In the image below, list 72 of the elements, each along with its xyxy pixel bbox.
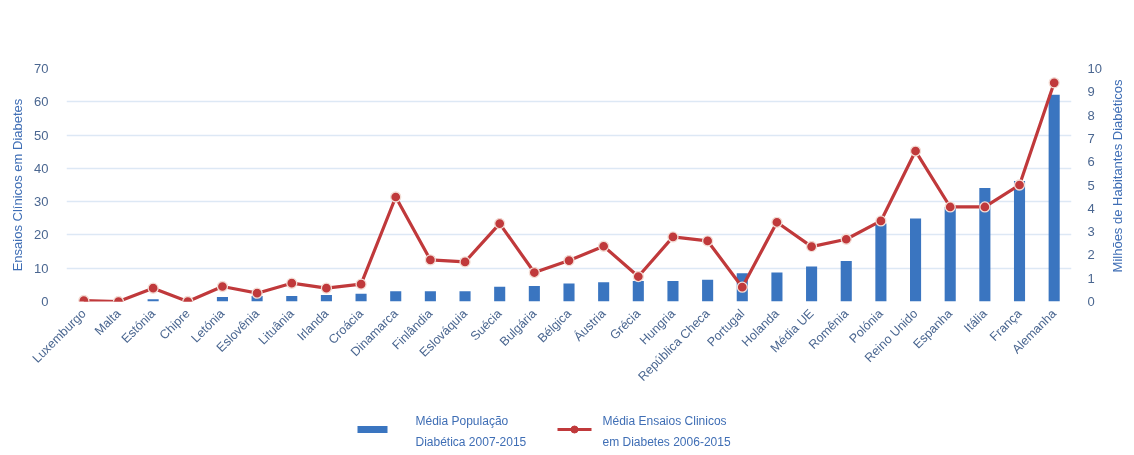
x-tick-label: Itália <box>961 306 990 336</box>
bar <box>1013 181 1026 302</box>
point <box>1048 77 1060 89</box>
bar <box>494 286 506 302</box>
bar <box>216 297 228 302</box>
y-tick-label: 60 <box>34 94 49 110</box>
point <box>1013 179 1026 191</box>
point <box>216 280 229 293</box>
point <box>286 277 298 289</box>
bar <box>598 282 610 302</box>
y2-tick-label: 9 <box>1087 84 1095 100</box>
y-tick-label: 30 <box>34 194 49 210</box>
bar <box>910 218 922 302</box>
bar <box>1048 94 1060 302</box>
bar <box>840 260 852 302</box>
y-tick-label: 40 <box>34 160 49 176</box>
point <box>147 282 159 294</box>
point <box>667 231 679 243</box>
point <box>771 216 783 228</box>
point <box>909 145 922 157</box>
bar <box>806 266 818 302</box>
y2-tick-label: 4 <box>1087 200 1095 216</box>
y-tick-label: 0 <box>41 294 49 309</box>
bar <box>355 293 367 302</box>
point <box>424 254 437 266</box>
y-tick-label: 50 <box>34 127 49 143</box>
point <box>251 287 263 299</box>
point <box>875 215 887 227</box>
point <box>459 256 471 268</box>
y2-tick-label: 0 <box>1087 294 1095 309</box>
bar <box>320 294 332 302</box>
point <box>390 191 402 203</box>
bar <box>459 291 471 302</box>
y-tick-label: 20 <box>34 227 49 243</box>
bar <box>979 188 991 302</box>
point <box>320 282 333 294</box>
point <box>736 281 748 293</box>
point <box>355 278 367 290</box>
y2-tick-label: 1 <box>1087 270 1095 286</box>
point <box>979 201 991 213</box>
legend-label: Média Ensaios Clinicos em Diabetes 2006-2015 <box>602 414 731 449</box>
y2-tick-label: 2 <box>1087 247 1095 263</box>
point <box>805 240 818 253</box>
point <box>701 235 714 247</box>
point <box>598 240 610 252</box>
bar <box>702 279 714 302</box>
legend-label: Média População Diabética 2007-2015 <box>415 414 527 449</box>
point <box>840 233 852 245</box>
y2-tick-label: 8 <box>1087 107 1095 123</box>
bar <box>875 223 887 302</box>
point <box>494 217 506 230</box>
y2-tick-label: 6 <box>1087 154 1095 170</box>
bar <box>528 286 540 302</box>
y2-tick-label: 7 <box>1087 130 1095 146</box>
y2-tick-label: 5 <box>1087 177 1095 193</box>
point <box>563 254 575 267</box>
y2-axis-title: Milhões de Habitantes Diabéticos <box>1109 79 1125 273</box>
bar <box>771 272 783 302</box>
y-axis-title: Ensaios Clínicos em Diabetes <box>10 98 26 272</box>
point <box>528 266 540 279</box>
bar <box>390 291 402 302</box>
y-tick-label: 10 <box>34 260 49 276</box>
point <box>632 270 644 283</box>
bar <box>667 281 679 302</box>
y2-tick-label: 10 <box>1087 61 1102 76</box>
y-tick-label: 70 <box>34 61 49 76</box>
bar <box>424 291 436 302</box>
point <box>944 201 956 213</box>
y2-tick-label: 3 <box>1087 224 1095 240</box>
bar <box>632 281 644 302</box>
bar <box>944 206 956 302</box>
bar <box>563 283 575 302</box>
